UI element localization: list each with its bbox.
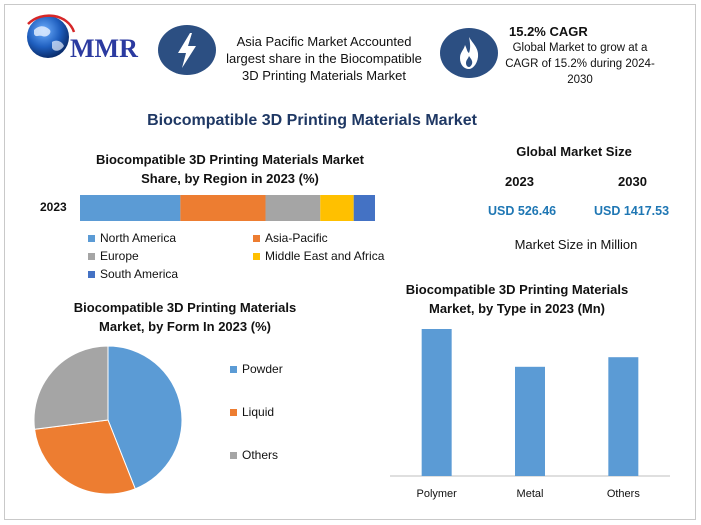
region-legend: North America Asia-Pacific Europe Middle… bbox=[88, 231, 408, 287]
form-chart-title: Biocompatible 3D Printing Materials Mark… bbox=[40, 298, 330, 336]
main-title: Biocompatible 3D Printing Materials Mark… bbox=[147, 112, 477, 129]
legend-item-liquid: Liquid bbox=[230, 405, 274, 419]
value-start: USD 526.46 bbox=[488, 204, 557, 218]
legend-item-others: Others bbox=[230, 448, 278, 462]
legend-label: Europe bbox=[100, 249, 139, 263]
type-title-line-2: Market, by Type in 2023 (Mn) bbox=[428, 301, 606, 316]
asia-text-line-2: largest share in the Biocompatible bbox=[226, 51, 422, 66]
cagr-text: Global Market to grow at a CAGR of 15.2%… bbox=[500, 40, 660, 88]
logo: MMR bbox=[24, 12, 144, 66]
pie-slice-liquid bbox=[34, 419, 136, 495]
legend-swatch bbox=[88, 270, 95, 278]
form-legend: Powder Liquid Others bbox=[230, 362, 320, 472]
region-stacked-bar-chart bbox=[80, 195, 375, 221]
flame-icon-circle bbox=[440, 28, 498, 78]
legend-item-middle-east-africa: Middle East and Africa bbox=[253, 249, 384, 263]
year-end: 2030 bbox=[618, 174, 647, 189]
asia-text-line-1: Asia Pacific Market Accounted bbox=[236, 34, 412, 49]
legend-swatch bbox=[88, 252, 95, 260]
legend-label: Asia-Pacific bbox=[265, 231, 328, 245]
legend-label: Liquid bbox=[242, 405, 275, 419]
type-bar-chart: Polymer Metal Others bbox=[390, 329, 670, 500]
region-title-line-2: Share, by Region in 2023 (%) bbox=[141, 171, 319, 186]
legend-label: Others bbox=[242, 448, 279, 462]
region-bar-segment-south-america bbox=[353, 195, 375, 221]
region-bar-segment-asia-pacific bbox=[180, 195, 266, 221]
region-year-label: 2023 bbox=[40, 200, 67, 214]
legend-item-europe: Europe bbox=[88, 249, 139, 263]
pie-slice-others bbox=[33, 345, 109, 430]
x-tick-label: Metal bbox=[517, 488, 544, 500]
legend-swatch bbox=[88, 234, 95, 242]
asia-pacific-text: Asia Pacific Market Accounted largest sh… bbox=[218, 33, 430, 84]
legend-item-north-america: North America bbox=[88, 231, 176, 245]
form-title-line-1: Biocompatible 3D Printing Materials bbox=[73, 300, 297, 315]
asia-text-line-3: 3D Printing Materials Market bbox=[242, 68, 406, 83]
market-size-unit: Market Size in Million bbox=[514, 237, 638, 252]
type-chart-title: Biocompatible 3D Printing Materials Mark… bbox=[372, 280, 662, 318]
legend-label: Powder bbox=[242, 362, 283, 376]
lightning-icon bbox=[178, 33, 196, 68]
region-chart-title: Biocompatible 3D Printing Materials Mark… bbox=[60, 150, 400, 188]
region-bar-segment-north-america bbox=[80, 195, 181, 221]
globe-icon bbox=[27, 14, 76, 58]
legend-label: South America bbox=[100, 267, 179, 281]
bar-others bbox=[608, 357, 639, 476]
legend-label: Middle East and Africa bbox=[265, 249, 385, 263]
cagr-title: 15.2% CAGR bbox=[509, 24, 588, 39]
legend-item-asia-pacific: Asia-Pacific bbox=[253, 231, 328, 245]
year-start: 2023 bbox=[505, 174, 534, 189]
logo-text: MMR bbox=[70, 34, 138, 63]
region-bar-segment-europe bbox=[265, 195, 321, 221]
form-pie-chart bbox=[33, 345, 183, 495]
legend-item-powder: Powder bbox=[230, 362, 283, 376]
region-title-line-1: Biocompatible 3D Printing Materials Mark… bbox=[95, 152, 364, 167]
bar-metal bbox=[515, 366, 545, 476]
type-title-line-1: Biocompatible 3D Printing Materials bbox=[405, 282, 629, 297]
pie-slice-powder bbox=[107, 345, 183, 490]
value-end: USD 1417.53 bbox=[594, 204, 670, 218]
bar-polymer bbox=[421, 329, 452, 476]
legend-item-south-america: South America bbox=[88, 267, 178, 281]
flame-icon bbox=[460, 37, 479, 69]
x-tick-label: Polymer bbox=[416, 488, 457, 500]
cagr-text-line-1: Global Market to grow at a bbox=[512, 42, 648, 54]
legend-swatch bbox=[230, 451, 237, 459]
form-title-line-2: Market, by Form In 2023 (%) bbox=[99, 319, 271, 334]
legend-swatch bbox=[253, 252, 260, 260]
legend-swatch bbox=[230, 365, 237, 373]
lightning-icon-circle bbox=[158, 25, 216, 75]
cagr-text-line-3: 2030 bbox=[567, 74, 593, 86]
x-tick-label: Others bbox=[607, 488, 641, 500]
legend-label: North America bbox=[100, 231, 177, 245]
global-market-size-title: Global Market Size bbox=[516, 144, 632, 159]
legend-swatch bbox=[230, 408, 237, 416]
infographic-frame bbox=[4, 4, 696, 520]
cagr-text-line-2: CAGR of 15.2% during 2024- bbox=[505, 58, 655, 70]
legend-swatch bbox=[253, 234, 260, 242]
region-bar-segment-middle-east-and-africa bbox=[320, 195, 354, 221]
